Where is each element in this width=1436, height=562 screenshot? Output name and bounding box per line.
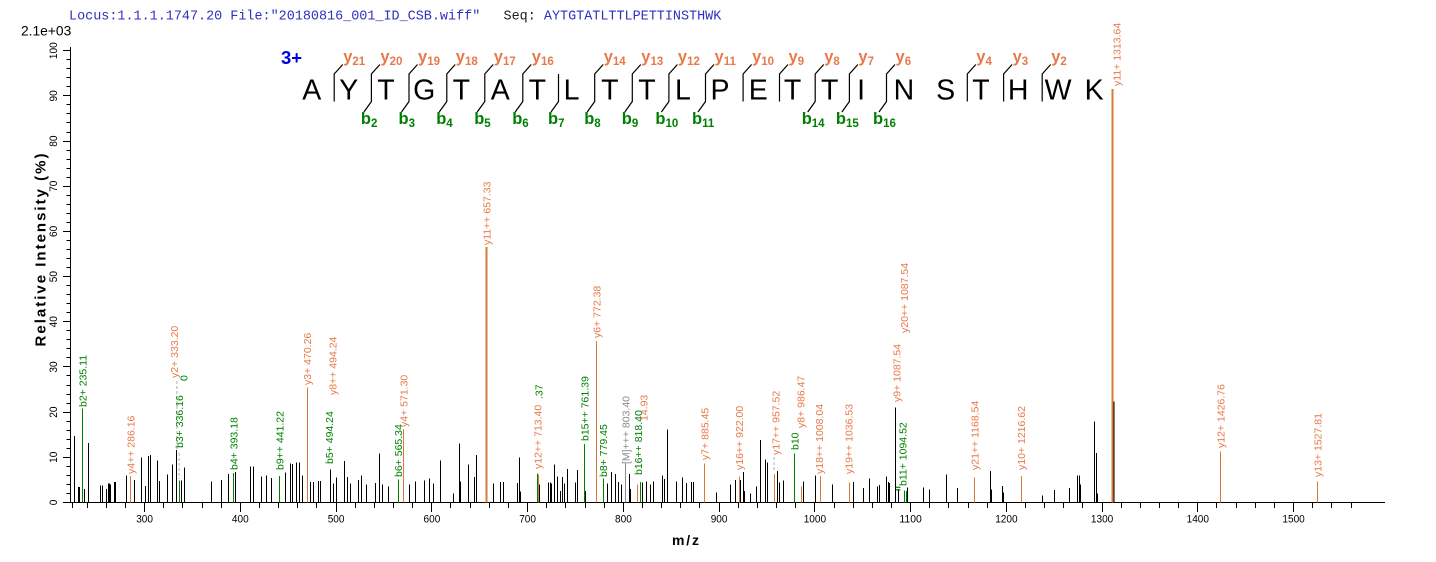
svg-text:L: L: [564, 75, 580, 107]
svg-text:1200: 1200: [995, 514, 1017, 526]
svg-text:y8+ 986.47: y8+ 986.47: [795, 376, 807, 428]
svg-text:y12++ 713.40: y12++ 713.40: [533, 405, 545, 469]
svg-text:2.1e+03: 2.1e+03: [21, 24, 72, 39]
svg-text:T: T: [784, 75, 801, 107]
svg-text:y19++ 1036.53: y19++ 1036.53: [844, 404, 856, 474]
svg-text:y20++ 1087.54: y20++ 1087.54: [899, 263, 911, 333]
svg-text:b5+ 494.24: b5+ 494.24: [324, 411, 336, 464]
svg-text:G: G: [413, 75, 435, 107]
svg-text:y11++ 657.33: y11++ 657.33: [481, 181, 493, 245]
svg-text:700: 700: [519, 514, 536, 526]
svg-text:H: H: [1008, 75, 1029, 107]
svg-text:y17++ 957.52: y17++ 957.52: [771, 391, 783, 455]
svg-text:300: 300: [136, 514, 153, 526]
svg-text:Relative Intensity (%): Relative Intensity (%): [33, 152, 50, 347]
svg-text:L: L: [675, 75, 691, 107]
svg-text:b15++ 761.39: b15++ 761.39: [579, 376, 591, 441]
svg-text:400: 400: [232, 514, 249, 526]
svg-text:1400: 1400: [1187, 514, 1209, 526]
svg-text:b3+ 336.16: b3+ 336.16: [174, 395, 186, 448]
svg-text:40: 40: [48, 316, 60, 327]
svg-text:K: K: [1085, 75, 1104, 107]
svg-text:b4+ 393.18: b4+ 393.18: [229, 417, 241, 470]
svg-text:T: T: [821, 75, 838, 107]
svg-text:70: 70: [48, 181, 60, 192]
svg-text:y13+ 1527.81: y13+ 1527.81: [1312, 413, 1324, 477]
svg-text:14.93: 14.93: [638, 395, 650, 421]
svg-text:T: T: [453, 75, 470, 107]
svg-text:1500: 1500: [1282, 514, 1304, 526]
svg-text:W: W: [1045, 75, 1072, 107]
svg-text:b8+ 779.45: b8+ 779.45: [598, 424, 610, 477]
svg-text:m/z: m/z: [672, 532, 701, 548]
svg-text:y3+ 470.26: y3+ 470.26: [302, 333, 314, 385]
svg-text:T: T: [638, 75, 655, 107]
svg-text:60: 60: [48, 226, 60, 237]
svg-text:500: 500: [328, 514, 345, 526]
svg-text:3+: 3+: [281, 47, 302, 68]
svg-text:y6+ 772.38: y6+ 772.38: [592, 286, 604, 338]
svg-text:AYTGTATLTTLPETTINSTHWK: AYTGTATLTTLPETTINSTHWK: [544, 10, 722, 25]
svg-text:[M]+++ 803.40: [M]+++ 803.40: [620, 396, 632, 464]
svg-text:y2+ 333.20: y2+ 333.20: [169, 326, 181, 378]
svg-text:y21++ 1168.54: y21++ 1168.54: [969, 401, 981, 470]
svg-text:50: 50: [48, 271, 60, 282]
svg-text:y12+ 1426.76: y12+ 1426.76: [1216, 384, 1228, 448]
svg-text:E: E: [749, 75, 768, 107]
svg-text:y4++ 286.16: y4++ 286.16: [125, 415, 137, 474]
svg-text:y18++ 1008.04: y18++ 1008.04: [814, 404, 826, 474]
svg-text:T: T: [601, 75, 618, 107]
svg-text:90: 90: [48, 90, 60, 101]
svg-text:1100: 1100: [899, 514, 921, 526]
svg-text:P: P: [710, 75, 729, 107]
svg-text:y10+ 1216.62: y10+ 1216.62: [1016, 406, 1028, 470]
svg-text:0: 0: [48, 500, 60, 506]
svg-text:I: I: [857, 75, 865, 107]
svg-text:b6+ 565.34: b6+ 565.34: [393, 424, 405, 477]
svg-text:T: T: [377, 75, 394, 107]
svg-text:b2+ 235.11: b2+ 235.11: [77, 355, 89, 407]
svg-text:800: 800: [615, 514, 632, 526]
svg-text:1000: 1000: [804, 514, 826, 526]
svg-text:b16++ 818.40: b16++ 818.40: [633, 410, 645, 475]
svg-text:y16++ 922.00: y16++ 922.00: [734, 406, 746, 470]
svg-text:600: 600: [424, 514, 441, 526]
svg-text:S: S: [936, 75, 955, 107]
svg-text:y4+ 571.30: y4+ 571.30: [399, 375, 411, 427]
svg-text:b10: b10: [790, 432, 802, 450]
svg-text:A: A: [302, 75, 321, 107]
svg-text:T: T: [529, 75, 546, 107]
svg-text:Seq:: Seq:: [504, 10, 536, 25]
svg-text:10: 10: [48, 452, 60, 463]
svg-text:100: 100: [48, 42, 60, 59]
svg-text:y9+ 1087.54: y9+ 1087.54: [892, 344, 904, 402]
svg-text:.37: .37: [533, 384, 545, 399]
svg-text:b11+ 1094.52: b11+ 1094.52: [897, 422, 909, 486]
svg-text:900: 900: [711, 514, 728, 526]
svg-text:N: N: [894, 75, 915, 107]
svg-text:b9++ 441.22: b9++ 441.22: [275, 411, 287, 470]
svg-text:y8++ 494.24: y8++ 494.24: [327, 336, 339, 395]
svg-text:Locus:1.1.1.1747.20 File:"2018: Locus:1.1.1.1747.20 File:"20180816_001_I…: [69, 10, 480, 25]
svg-text:A: A: [491, 75, 510, 107]
svg-text:T: T: [972, 75, 989, 107]
svg-text:0: 0: [179, 375, 191, 381]
svg-text:30: 30: [48, 361, 60, 372]
svg-text:80: 80: [48, 136, 60, 147]
svg-text:20: 20: [48, 407, 60, 418]
svg-text:y11+ 1313.64: y11+ 1313.64: [1112, 23, 1124, 86]
svg-text:Y: Y: [339, 75, 358, 107]
svg-text:1300: 1300: [1091, 514, 1113, 526]
svg-text:y7+ 885.45: y7+ 885.45: [700, 408, 712, 460]
